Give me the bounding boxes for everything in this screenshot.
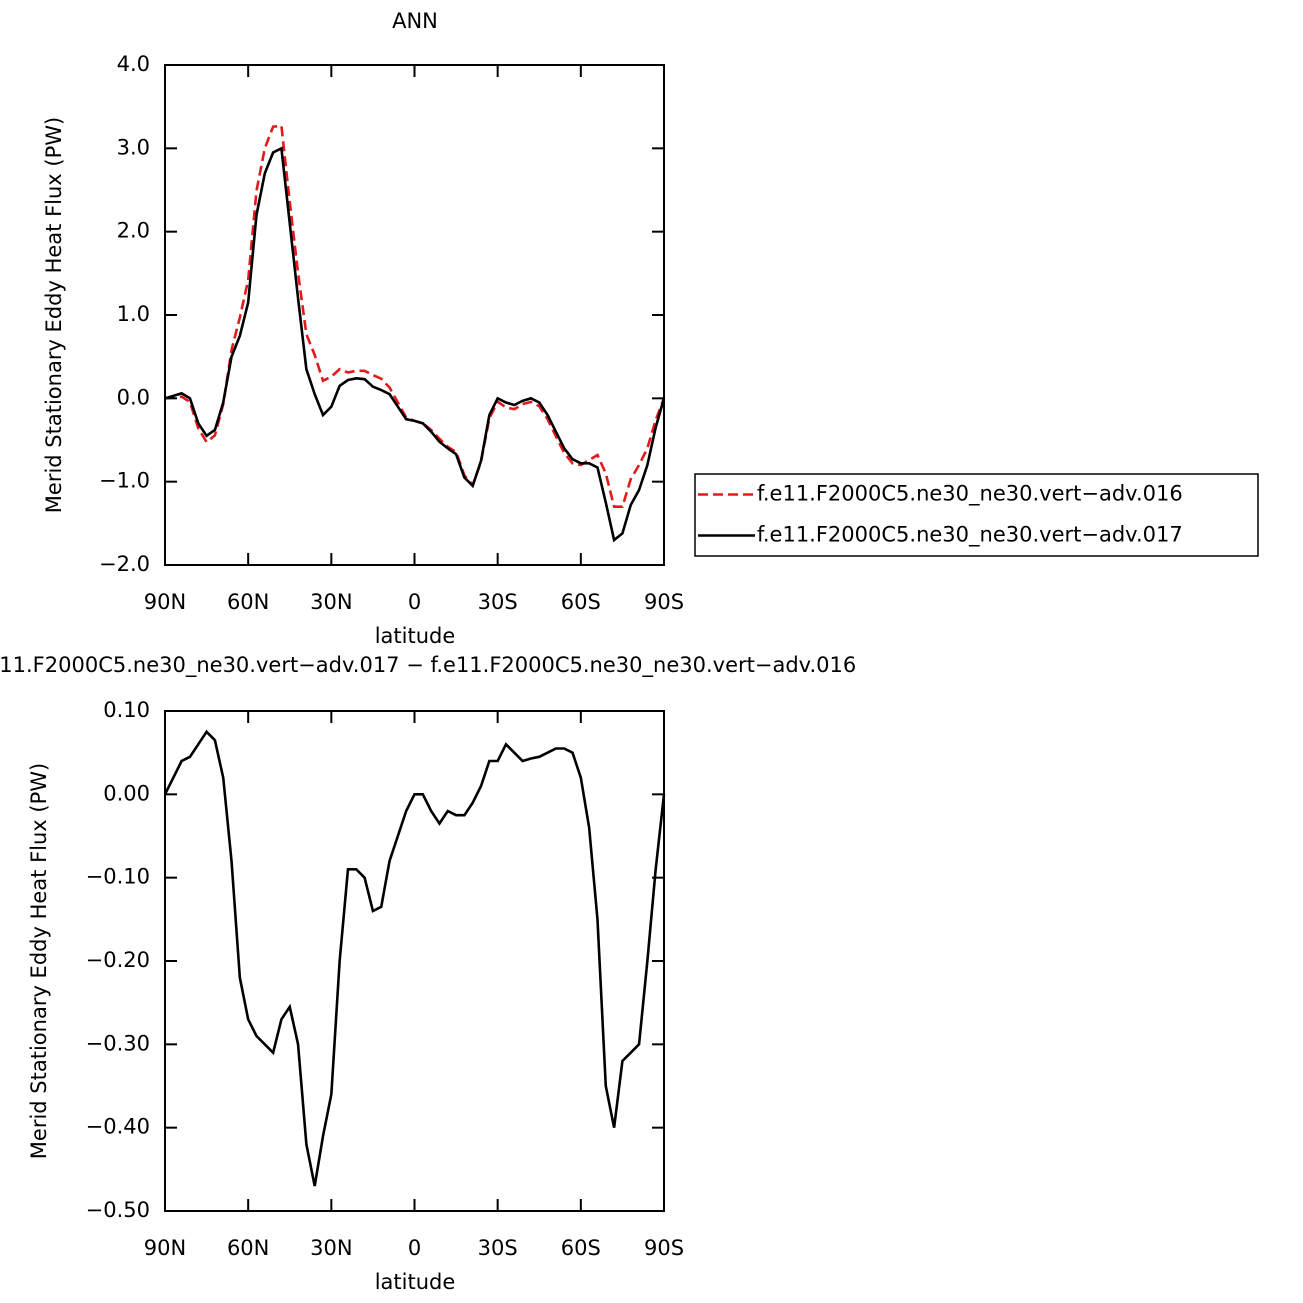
legend-label: f.e11.F2000C5.ne30_ne30.vert−adv.017 — [757, 523, 1183, 548]
y-tick-label: 0.00 — [103, 781, 150, 805]
x-tick-label: 60N — [227, 1236, 269, 1260]
y-tick-label: −0.30 — [86, 1031, 150, 1055]
y-tick-label: 1.0 — [117, 302, 150, 326]
y-tick-label: 0.0 — [117, 385, 150, 409]
x-tick-label: 30S — [478, 590, 518, 614]
x-tick-label: 90S — [644, 590, 684, 614]
data-line — [164, 146, 666, 543]
chart-panel: ANN latitude Merid Stationary Eddy Heat Fl… — [42, 9, 1259, 648]
x-tick-label: 60S — [561, 590, 601, 614]
y-tick-label: 2.0 — [117, 219, 150, 243]
y-tick-label: 0.10 — [103, 698, 150, 722]
y-tick-label: 4.0 — [117, 52, 150, 76]
x-tick-label: 30N — [310, 590, 352, 614]
y-tick-label: −0.20 — [86, 948, 150, 972]
chart-title: f.e11.F2000C5.ne30_ne30.vert−adv.017 − f… — [0, 653, 856, 678]
x-axis-label: latitude — [375, 624, 456, 648]
x-tick-label: 30N — [310, 1236, 352, 1260]
x-tick-label: 30S — [478, 1236, 518, 1260]
x-tick-label: 90N — [144, 590, 186, 614]
chart-panel: f.e11.F2000C5.ne30_ne30.vert−adv.017 − f… — [0, 653, 856, 1294]
y-tick-label: −2.0 — [99, 552, 150, 576]
y-axis-label: Merid Stationary Eddy Heat Flux (PW) — [27, 763, 51, 1159]
y-tick-label: −1.0 — [99, 469, 150, 493]
y-tick-label: −0.50 — [86, 1198, 150, 1222]
x-tick-label: 0 — [408, 1236, 421, 1260]
x-tick-label: 90N — [144, 1236, 186, 1260]
data-line — [163, 729, 666, 1187]
legend: f.e11.F2000C5.ne30_ne30.vert−adv.016 f.e1… — [694, 473, 1259, 557]
data-line — [164, 124, 666, 508]
y-tick-label: −0.40 — [86, 1115, 150, 1139]
legend-box — [694, 473, 1259, 557]
x-tick-label: 60S — [561, 1236, 601, 1260]
x-tick-label: 90S — [644, 1236, 684, 1260]
x-tick-label: 60N — [227, 590, 269, 614]
legend-label: f.e11.F2000C5.ne30_ne30.vert−adv.016 — [757, 482, 1183, 507]
chart-title: ANN — [392, 9, 438, 33]
x-axis-label: latitude — [375, 1270, 456, 1294]
x-tick-label: 0 — [408, 590, 421, 614]
y-axis-label: Merid Stationary Eddy Heat Flux (PW) — [42, 117, 66, 513]
y-tick-label: −0.10 — [86, 865, 150, 889]
y-tick-label: 3.0 — [117, 135, 150, 159]
